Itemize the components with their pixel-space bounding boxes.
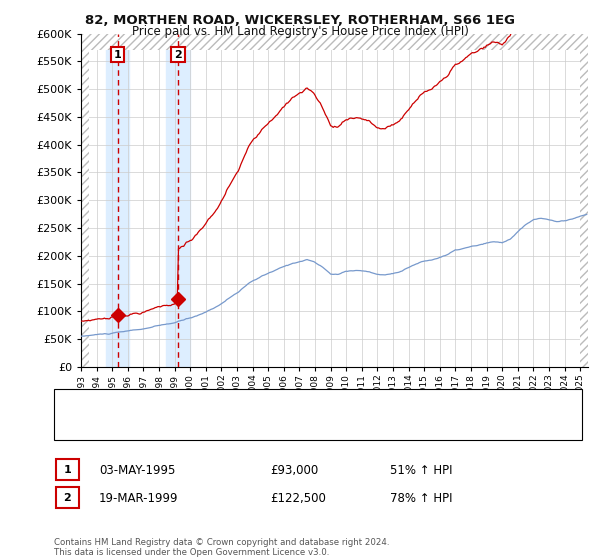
Text: 78% ↑ HPI: 78% ↑ HPI xyxy=(390,492,452,505)
Bar xyxy=(106,34,129,367)
Text: £93,000: £93,000 xyxy=(270,464,318,477)
Text: 51% ↑ HPI: 51% ↑ HPI xyxy=(390,464,452,477)
Text: 19-MAR-1999: 19-MAR-1999 xyxy=(99,492,179,505)
Text: 1: 1 xyxy=(113,50,121,60)
Bar xyxy=(166,34,190,367)
Text: £122,500: £122,500 xyxy=(270,492,326,505)
Text: 82, MORTHEN ROAD, WICKERSLEY, ROTHERHAM, S66 1EG: 82, MORTHEN ROAD, WICKERSLEY, ROTHERHAM,… xyxy=(85,14,515,27)
Text: ─────: ───── xyxy=(66,419,104,432)
Text: 82, MORTHEN ROAD, WICKERSLEY, ROTHERHAM, S66 1EG (detached house): 82, MORTHEN ROAD, WICKERSLEY, ROTHERHAM,… xyxy=(99,396,496,407)
Text: Contains HM Land Registry data © Crown copyright and database right 2024.
This d: Contains HM Land Registry data © Crown c… xyxy=(54,538,389,557)
Text: 2: 2 xyxy=(64,493,71,503)
Text: HPI: Average price, detached house, Rotherham: HPI: Average price, detached house, Roth… xyxy=(99,421,349,431)
Text: 03-MAY-1995: 03-MAY-1995 xyxy=(99,464,175,477)
Text: 1: 1 xyxy=(64,465,71,475)
Text: Price paid vs. HM Land Registry's House Price Index (HPI): Price paid vs. HM Land Registry's House … xyxy=(131,25,469,38)
Text: 2: 2 xyxy=(174,50,182,60)
Text: ─────: ───── xyxy=(66,395,104,408)
